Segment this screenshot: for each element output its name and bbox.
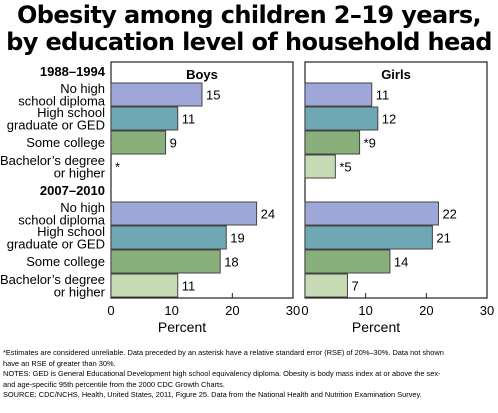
bar-boys (110, 201, 258, 226)
data-label-boys: 24 (261, 207, 275, 222)
bar-girls (304, 225, 433, 250)
bar-girls (304, 201, 439, 226)
bar-girls (304, 82, 373, 107)
footnote-line: and age-specific 95th percentile from th… (3, 379, 225, 389)
category-label: or higher (54, 285, 106, 300)
data-label-girls: 11 (376, 88, 390, 103)
category-label: Some college (26, 254, 105, 269)
x-axis-label: Percent (158, 319, 206, 335)
data-label-girls: 21 (436, 231, 450, 246)
data-label-girls: 7 (351, 279, 358, 294)
panel-title-girls: Girls (381, 67, 411, 82)
x-tick-label: 10 (358, 303, 372, 318)
footnotes: *Estimates are considered unreliable. Da… (3, 348, 497, 401)
category-label: school diploma (18, 213, 105, 228)
data-label-boys: 9 (170, 136, 177, 151)
bar-boys (110, 106, 179, 131)
category-label: Some college (26, 135, 105, 150)
category-label: or higher (54, 166, 106, 181)
footnote-line: *Estimates are considered unreliable. Da… (3, 348, 444, 357)
data-label-boys: 11 (182, 112, 196, 127)
category-label: graduate or GED (7, 118, 105, 133)
bar-girls (304, 249, 391, 274)
category-label: school diploma (18, 94, 105, 109)
x-tick-label: 0 (301, 303, 308, 318)
footnote-line: NOTES: GED is General Educational Develo… (3, 369, 441, 378)
x-tick-label: 30 (480, 303, 494, 318)
category-label: graduate or GED (7, 237, 105, 252)
bar-girls (304, 106, 379, 131)
bar-girls (304, 130, 361, 155)
bar-girls (304, 273, 348, 298)
period-label: 2007–2010 (40, 183, 105, 198)
data-label-boys: * (115, 160, 120, 175)
x-axis-label: Percent (352, 319, 400, 335)
data-label-boys: 18 (224, 255, 238, 270)
bar-girls (304, 154, 336, 179)
data-label-boys: 15 (206, 88, 220, 103)
x-tick-label: 20 (419, 303, 433, 318)
category-label: No high (60, 200, 105, 215)
data-label-girls: *9 (364, 136, 376, 151)
bar-boys (110, 225, 227, 250)
data-label-girls: 12 (382, 112, 396, 127)
x-tick-label: 0 (107, 303, 114, 318)
data-label-girls: *5 (339, 160, 351, 175)
data-label-girls: 22 (442, 207, 456, 222)
chart-title: Obesity among children 2–19 years, by ed… (0, 2, 498, 56)
category-label: No high (60, 81, 105, 96)
period-label: 1988–1994 (40, 64, 106, 79)
bar-boys (110, 82, 203, 107)
data-label-girls: 14 (394, 255, 408, 270)
chart-title-line-1: Obesity among children 2–19 years, (16, 1, 482, 29)
chart-title-line-2: by education level of household head (6, 28, 492, 56)
data-label-boys: 19 (230, 231, 244, 246)
category-label: High school (37, 224, 105, 239)
panel-title-boys: Boys (186, 67, 218, 82)
bar-chart: Boys 0 10 20 30 Percent Girls 0 10 20 30 Percent 198… (0, 61, 494, 335)
bar-boys (110, 273, 179, 298)
bar-boys (110, 130, 167, 155)
x-tick-label: 20 (225, 303, 239, 318)
category-label: Bachelor’s degree (0, 153, 105, 168)
footnote-line: SOURCE: CDC/NCHS, Health, United States,… (3, 390, 422, 399)
category-label: High school (37, 105, 105, 120)
x-tick-label: 30 (286, 303, 300, 318)
x-tick-label: 10 (164, 303, 178, 318)
bar-boys (110, 249, 221, 274)
footnote-line: have an RSE of greater than 30%. (3, 358, 116, 368)
data-label-boys: 11 (182, 279, 196, 294)
category-label: Bachelor’s degree (0, 272, 105, 287)
